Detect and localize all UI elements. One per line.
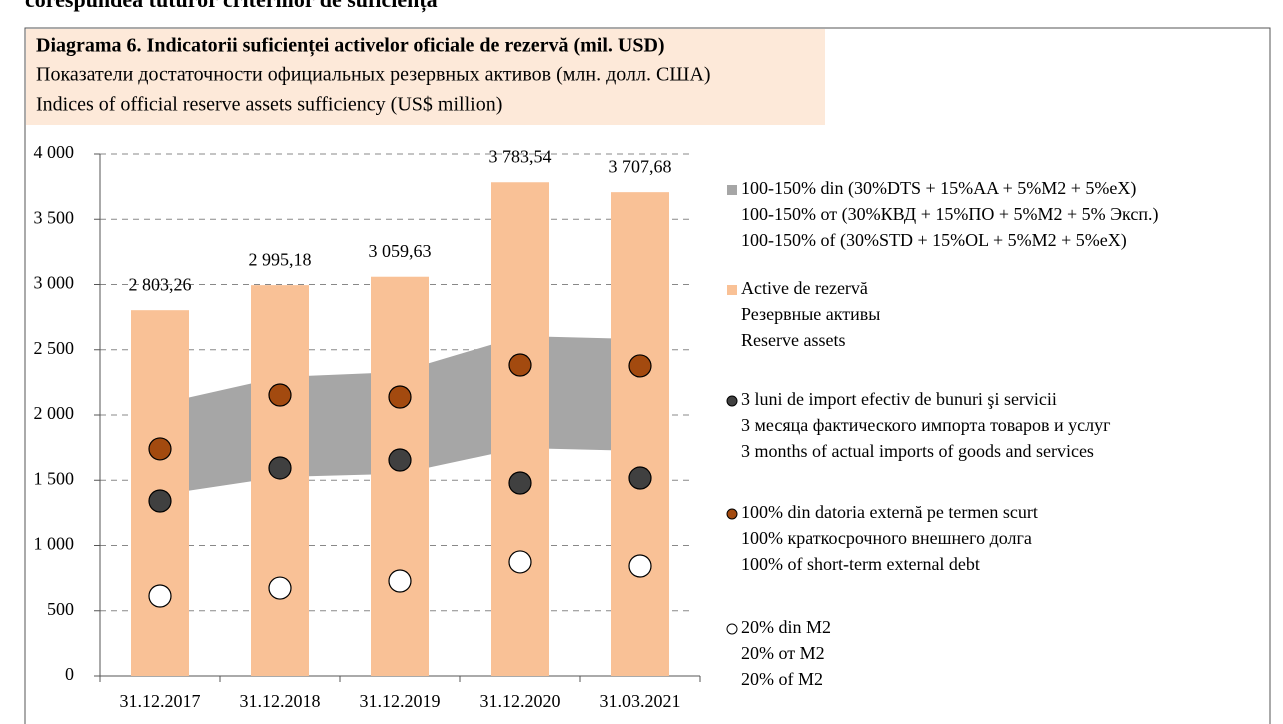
legend-marker — [727, 185, 737, 195]
x-tick-label: 31.12.2017 — [120, 691, 201, 711]
marker — [148, 489, 172, 513]
legend-label: 3 months of actual imports of goods and … — [741, 441, 1094, 461]
legend-marker — [726, 623, 738, 635]
y-tick-label: 500 — [47, 599, 74, 619]
heading: corespundea tuturor criteriilor de sufic… — [25, 0, 438, 13]
y-tick-label: 2 000 — [34, 403, 75, 423]
legend-label: Reserve assets — [741, 330, 845, 350]
bar — [491, 182, 549, 676]
marker — [388, 385, 412, 409]
marker — [628, 354, 652, 378]
marker — [268, 456, 292, 480]
y-tick-label: 3 000 — [34, 273, 75, 293]
y-tick-label: 1 000 — [34, 534, 75, 554]
chart-title: Diagrama 6. Indicatorii suficienței acti… — [36, 35, 665, 58]
frame — [24, 27, 1271, 724]
x-tick-label: 31.03.2021 — [600, 691, 681, 711]
y-tick-label: 3 500 — [34, 207, 75, 227]
marker — [268, 383, 292, 407]
x-tick-label: 31.12.2020 — [480, 691, 561, 711]
legend-marker — [727, 285, 737, 295]
marker — [508, 471, 532, 495]
legend-label: 3 luni de import efectiv de bunuri şi se… — [741, 389, 1057, 409]
legend-label: 100-150% of (30%STD + 15%OL + 5%M2 + 5%e… — [741, 230, 1127, 251]
legend-label: 20% of M2 — [741, 669, 823, 689]
marker — [508, 550, 532, 574]
legend-label: Резервные активы — [741, 304, 880, 324]
marker — [628, 466, 652, 490]
value-label: 3 707,68 — [609, 156, 672, 176]
marker — [508, 353, 532, 377]
value-label: 3 783,54 — [489, 146, 552, 166]
legend-marker — [726, 508, 738, 520]
value-label: 2 995,18 — [249, 249, 312, 269]
legend-marker — [726, 395, 738, 407]
legend-label: Active de rezervă — [741, 278, 868, 298]
marker — [628, 554, 652, 578]
legend-label: 100% краткосрочного внешнего долга — [741, 528, 1032, 548]
x-tick-label: 31.12.2018 — [240, 691, 321, 711]
legend-label: 20% от M2 — [741, 643, 825, 663]
legend-label: 100% of short-term external debt — [741, 554, 980, 574]
bar — [611, 192, 669, 676]
legend-label: 20% din M2 — [741, 617, 831, 637]
bar — [371, 276, 429, 676]
subtitle: Indices of official reserve assets suffi… — [36, 94, 502, 116]
y-tick-label: 2 500 — [34, 338, 75, 358]
marker — [148, 584, 172, 608]
marker — [148, 437, 172, 461]
legend-label: 3 месяца фактического импорта товаров и … — [741, 415, 1110, 435]
x-tick-label: 31.12.2019 — [360, 691, 441, 711]
y-tick-label: 0 — [65, 664, 74, 684]
marker — [388, 448, 412, 472]
y-tick-label: 1 500 — [34, 468, 75, 488]
legend-label: 100% din datoria externă pe termen scurt — [741, 502, 1038, 522]
legend-label: 100-150% от (30%КВД + 15%ПО + 5%M2 + 5% … — [741, 204, 1158, 225]
title-box — [26, 29, 825, 125]
marker — [268, 576, 292, 600]
value-label: 3 059,63 — [369, 241, 432, 261]
subtitle: Показатели достаточности официальных рез… — [36, 64, 711, 86]
marker — [388, 569, 412, 593]
value-label: 2 803,26 — [129, 274, 192, 294]
bar — [251, 285, 309, 676]
legend-label: 100-150% din (30%DTS + 15%AA + 5%M2 + 5%… — [741, 178, 1136, 199]
y-tick-label: 4 000 — [34, 142, 75, 162]
